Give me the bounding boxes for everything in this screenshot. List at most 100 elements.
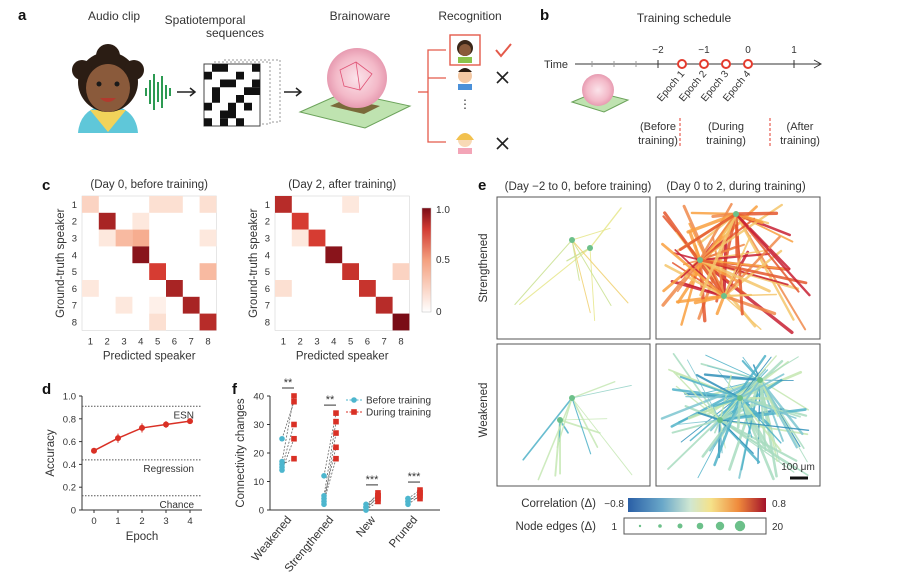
network-node xyxy=(721,293,727,299)
f-ylabel: Connectivity changes xyxy=(235,398,247,508)
network-edge xyxy=(571,385,632,399)
network-edge xyxy=(722,235,781,298)
network-edge xyxy=(734,211,779,216)
heatmap-cell xyxy=(82,280,99,297)
network-edge xyxy=(740,379,761,471)
network-edge xyxy=(674,419,721,426)
panel-letter-e: e xyxy=(478,177,486,194)
node-size-marker xyxy=(696,522,704,530)
network-edge xyxy=(556,397,573,449)
network-edge xyxy=(699,212,738,297)
node-size-marker xyxy=(658,524,662,528)
time-tick-label: 1 xyxy=(791,45,797,56)
d-y-tick: 0.4 xyxy=(63,460,76,471)
recognition-branches xyxy=(418,49,446,143)
heatmap-x-tick: 8 xyxy=(205,336,210,347)
grid-cell xyxy=(220,110,228,119)
heatmap-title: (Day 0, before training) xyxy=(90,179,208,191)
e-title-during: (Day 0 to 2, during training) xyxy=(666,181,806,193)
phase-label: (After xyxy=(787,121,814,133)
network-edge xyxy=(522,397,573,461)
grid-cell xyxy=(236,118,244,126)
network-edge xyxy=(728,378,762,471)
heatmap-cell xyxy=(392,313,410,331)
network-edge xyxy=(723,235,752,297)
f-during-point xyxy=(291,435,297,442)
d-y-tick: 0.2 xyxy=(63,483,76,494)
network-edge xyxy=(739,373,785,399)
colorbar xyxy=(421,207,432,313)
f-y-tick: 0 xyxy=(259,506,264,517)
network-node xyxy=(557,417,563,423)
network-edge xyxy=(719,419,754,454)
accuracy-point xyxy=(187,418,193,425)
heatmap-cell xyxy=(149,296,166,314)
network-weakened-before xyxy=(496,343,651,487)
f-sig-label: ** xyxy=(284,377,293,389)
heatmap-cell xyxy=(291,229,309,247)
network-edge xyxy=(697,411,721,421)
phase-label: training) xyxy=(780,135,820,147)
f-during-point xyxy=(375,498,381,505)
network-edge xyxy=(558,419,561,442)
phase-label: (Before xyxy=(640,121,676,133)
heatmap-x-tick: 5 xyxy=(155,336,160,347)
f-before-point xyxy=(279,467,285,473)
panel-f: f 0 10 20 30 40 Connectivity changes ** Weakene… xyxy=(232,377,440,575)
d-xlabel: Epoch xyxy=(126,531,159,543)
heatmap-y-tick: 7 xyxy=(72,301,77,312)
epoch-marker xyxy=(677,59,687,69)
heatmap-cell xyxy=(375,296,393,314)
f-category-label: Weakened xyxy=(250,514,294,564)
node-edges-label: Node edges (Δ) xyxy=(515,521,596,533)
network-edge xyxy=(718,354,767,422)
network-edge xyxy=(664,264,726,298)
speaker-option-3 xyxy=(456,133,474,154)
scale-bar-label: 100 μm xyxy=(781,462,815,473)
speaker-option-2 xyxy=(458,68,472,90)
panel-letter-f: f xyxy=(232,381,238,398)
time-tick-label: 0 xyxy=(745,45,751,56)
heatmap-y-tick: 2 xyxy=(265,217,270,228)
heatmap-y-tick: 1 xyxy=(265,200,270,211)
d-ylabel: Accuracy xyxy=(45,429,57,477)
network-edge xyxy=(718,418,798,462)
grid-cell xyxy=(220,118,228,126)
network-edge xyxy=(687,359,721,421)
heatmap-x-tick: 5 xyxy=(348,336,353,347)
network-edge xyxy=(734,212,811,297)
node-size-marker xyxy=(734,520,746,532)
network-edge xyxy=(709,379,761,452)
d-x-tick: 3 xyxy=(163,516,168,527)
network-node xyxy=(587,245,593,251)
heatmap-cell xyxy=(166,280,183,297)
network-edge xyxy=(571,239,580,281)
d-y-tick: 1.0 xyxy=(63,392,76,403)
f-during-point xyxy=(333,444,339,451)
d-x-tick: 0 xyxy=(91,516,96,527)
d-reference-label: Regression xyxy=(143,464,194,475)
correlation-label: Correlation (Δ) xyxy=(521,498,596,510)
network-edge xyxy=(693,294,726,305)
sound-wave-icon xyxy=(145,74,171,110)
f-during-point xyxy=(291,421,297,428)
f-before-point xyxy=(279,435,285,442)
network-edge xyxy=(738,396,773,454)
heatmap-x-tick: 4 xyxy=(138,336,143,347)
heatmap-y-tick: 5 xyxy=(72,267,77,278)
heatmap-cell xyxy=(132,229,150,247)
heatmap-x-tick: 1 xyxy=(281,336,286,347)
network-edge xyxy=(589,247,596,322)
node-size-marker xyxy=(638,524,642,528)
f-before-point xyxy=(363,507,369,513)
f-before-point xyxy=(363,501,369,508)
heatmap-y-tick: 7 xyxy=(265,301,270,312)
heatmap-cell xyxy=(149,313,166,331)
small-brainoware xyxy=(570,74,630,113)
grid-cell xyxy=(220,64,228,72)
heatmap-cell xyxy=(325,246,343,264)
panel-letter-b: b xyxy=(540,7,549,24)
grid-cell xyxy=(236,95,244,103)
network-edge xyxy=(719,419,810,431)
